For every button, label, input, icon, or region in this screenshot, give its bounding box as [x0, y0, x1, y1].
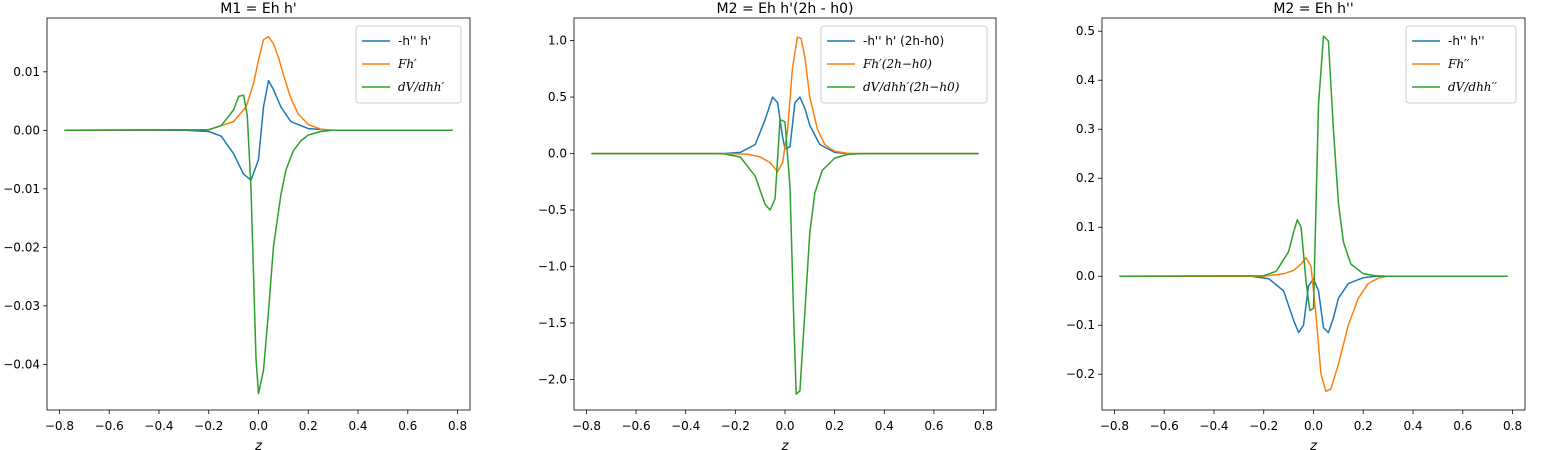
legend-label: -h'' h' (2h-h0) [863, 34, 944, 48]
y-tick-label: −0.02 [3, 240, 40, 254]
legend: -h'' h' (2h-h0) Fh′(2h−h0) dV/dhh′(2h−h0) [820, 25, 988, 104]
x-tick-label: −0.8 [1100, 419, 1129, 433]
x-tick-label: 0.6 [1453, 419, 1472, 433]
x-axis-label: z [1309, 439, 1318, 450]
legend-label: -h'' h'' [1448, 34, 1485, 48]
chart-panel-1: −0.8 −0.6 −0.4 −0.2 0.0 0.2 0.4 0.6 0.8 0.01 0.00 −… [3, 1, 471, 450]
y-tick-label: −1.5 [538, 316, 567, 330]
x-tick-label: −0.4 [1199, 419, 1228, 433]
x-tick-label: 0.8 [974, 419, 993, 433]
x-tick-label: −0.8 [572, 419, 601, 433]
legend-box [1405, 25, 1517, 104]
y-tick-label: 0.5 [1076, 24, 1095, 38]
y-tick-label: −0.5 [538, 203, 567, 217]
x-tick-label: 0.4 [875, 419, 894, 433]
legend-label: Fh′(2h−h0) [862, 57, 932, 71]
x-tick-label: −0.6 [621, 419, 650, 433]
x-tick-label: 0.2 [1354, 419, 1373, 433]
x-tick-label: 0.6 [398, 419, 417, 433]
x-tick-label: 0.4 [1403, 419, 1422, 433]
y-tick-label: 0.3 [1076, 122, 1095, 136]
x-tick-label: −0.6 [1150, 419, 1179, 433]
x-tick-label: 0.0 [775, 419, 794, 433]
series-line-3 [64, 94, 453, 395]
y-tick-label: −0.2 [1066, 367, 1095, 381]
legend-label: dV/dhh′ [398, 80, 445, 94]
x-axis-label: z [254, 439, 263, 450]
legend: -h'' h'' Fh′′ dV/dhh′′ [1405, 25, 1517, 104]
x-tick-label: 0.2 [825, 419, 844, 433]
y-tick-label: 0.2 [1076, 171, 1095, 185]
legend: -h'' h' Fh′ dV/dhh′ [355, 25, 462, 104]
y-tick-label: −0.04 [3, 357, 40, 371]
series-line-3 [1119, 35, 1508, 312]
x-tick-label: −0.4 [671, 419, 700, 433]
x-tick-label: 0.8 [1503, 419, 1522, 433]
y-tick-label: −0.03 [3, 299, 40, 313]
x-tick-label: −0.2 [721, 419, 750, 433]
y-tick-label: 0.1 [1076, 220, 1095, 234]
y-tick-label: 0.5 [548, 90, 567, 104]
y-tick-label: −0.1 [1066, 318, 1095, 332]
y-tick-label: −2.0 [538, 372, 567, 386]
chart-panel-2: −0.8 −0.6 −0.4 −0.2 0.0 0.2 0.4 0.6 0.8 1.0 0.5 0.0… [538, 1, 997, 450]
y-tick-label: 0.4 [1076, 73, 1095, 87]
y-tick-label: 0.00 [13, 123, 40, 137]
legend-box [355, 25, 462, 104]
y-tick-label: −1.0 [538, 260, 567, 274]
y-tick-label: 0.0 [1076, 269, 1095, 283]
y-tick-label: 0.0 [548, 147, 567, 161]
legend-label: Fh′′ [1447, 57, 1470, 71]
y-tick-label: 0.01 [13, 65, 40, 79]
legend-label: Fh′ [397, 57, 417, 71]
series-line-3 [591, 118, 979, 395]
legend-label: dV/dhh′(2h−h0) [863, 80, 960, 94]
y-tick-label: −0.01 [3, 182, 40, 196]
x-tick-label: −0.6 [95, 419, 124, 433]
x-tick-label: 0.0 [1304, 419, 1323, 433]
chart-title: M1 = Eh h' [220, 1, 297, 17]
series-line-2 [591, 36, 979, 173]
chart-panel-3: −0.8 −0.6 −0.4 −0.2 0.0 0.2 0.4 0.6 0.8 0.5 0.4 0.3… [1066, 1, 1526, 450]
legend-label: -h'' h' [398, 34, 431, 48]
series-line-2 [64, 35, 453, 132]
x-axis-label: z [781, 439, 790, 450]
x-tick-label: 0.8 [448, 419, 467, 433]
x-tick-label: −0.2 [194, 419, 223, 433]
x-tick-label: −0.2 [1249, 419, 1278, 433]
x-tick-label: −0.8 [45, 419, 74, 433]
series-line-1 [64, 79, 453, 181]
series-line-1 [1119, 275, 1508, 334]
chart-title: M2 = Eh h'(2h - h0) [717, 1, 854, 17]
y-tick-label: 1.0 [548, 34, 567, 48]
legend-label: dV/dhh′′ [1448, 80, 1497, 94]
legend-box [820, 25, 988, 104]
x-tick-label: 0.2 [299, 419, 318, 433]
series-line-2 [1119, 256, 1508, 393]
x-tick-label: 0.6 [924, 419, 943, 433]
chart-title: M2 = Eh h'' [1273, 1, 1353, 17]
x-tick-label: −0.4 [144, 419, 173, 433]
x-tick-label: 0.0 [249, 419, 268, 433]
x-tick-label: 0.4 [348, 419, 367, 433]
